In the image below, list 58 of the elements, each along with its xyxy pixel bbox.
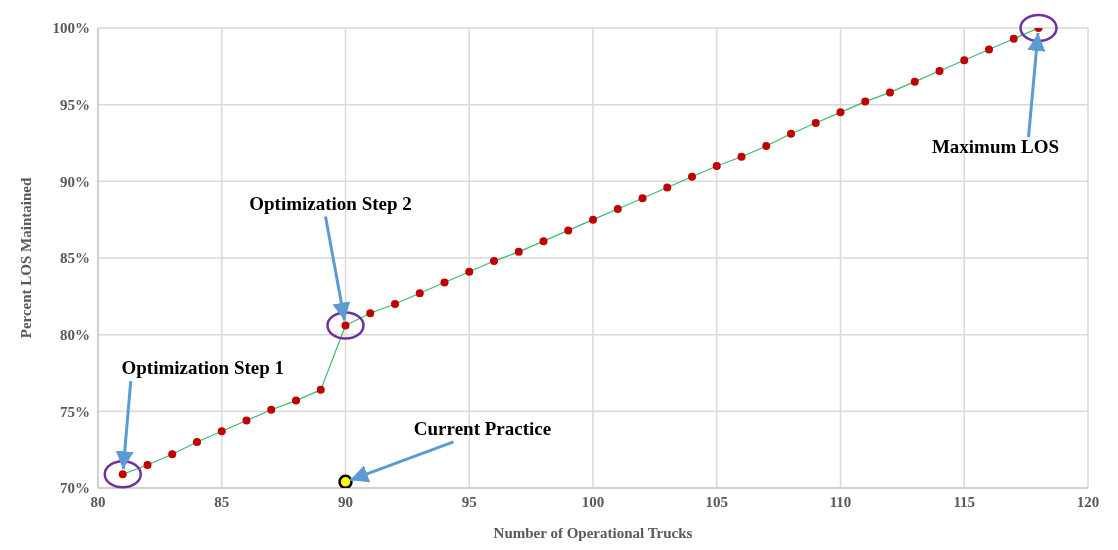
point [490,257,498,266]
x-tick-label: 95 [461,493,477,510]
x-axis-title: Number of Operational Trucks [493,525,693,541]
point [440,278,449,287]
x-tick-label: 85 [214,493,230,510]
y-tick-label: 100% [52,20,90,37]
point [836,108,845,117]
point [861,97,870,106]
point [539,237,548,246]
point [193,438,201,446]
point [613,204,622,213]
point [316,385,325,394]
x-tick-label: 105 [705,493,728,510]
point [737,152,746,161]
point [985,45,993,54]
y-tick-label: 85% [60,250,90,267]
point [638,194,647,203]
point [1009,34,1018,43]
x-tick-label: 115 [953,493,976,510]
point [811,119,820,128]
x-tick-label: 120 [1076,493,1100,510]
point [960,56,969,65]
point [143,461,152,469]
y-tick-label: 95% [60,96,90,113]
annotation: Optimization Step 2 [249,192,412,214]
point [886,88,894,97]
point [338,474,353,488]
y-tick-label: 90% [60,173,90,190]
y-tick-label: 75% [60,403,90,420]
point [787,129,795,138]
point [935,66,944,75]
x-tick-label: 110 [829,493,852,510]
point [267,405,276,414]
point [168,450,177,459]
annotation: Current Practice [413,418,552,440]
point [910,77,919,86]
point [564,226,573,235]
point [514,247,523,256]
point [415,289,424,298]
annotation: Optimization Step 1 [121,356,285,378]
point [465,267,474,276]
point [366,309,375,318]
point [712,162,721,170]
point [391,300,399,308]
y-tick-label: 70% [60,480,90,497]
y-tick-label: 80% [60,326,90,343]
x-tick-label: 100 [581,493,605,510]
point [217,427,226,436]
annotation: Maximum LOS [931,136,1060,158]
point [688,172,696,181]
point [663,183,672,192]
x-tick-label: 80 [90,493,106,510]
point [589,215,597,224]
point [292,396,300,405]
x-tick-label: 90 [338,493,353,510]
y-axis-title: Percent LOS Maintained [18,177,35,339]
point [762,142,771,151]
point [242,416,251,425]
